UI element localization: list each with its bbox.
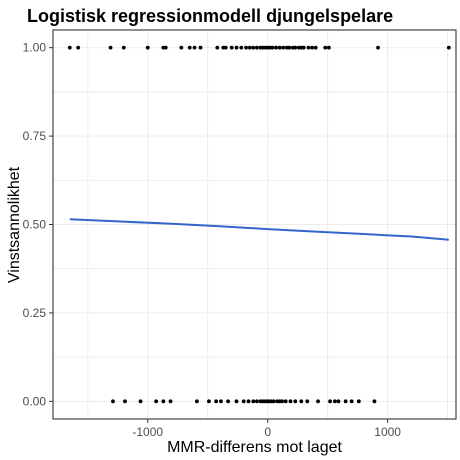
y-tick-label: 0.75 [23, 129, 47, 143]
data-point [277, 45, 282, 50]
data-point [293, 399, 298, 404]
data-point [161, 399, 166, 404]
data-points-layer [67, 45, 451, 404]
data-point [301, 45, 306, 50]
data-point [215, 45, 220, 50]
data-point [254, 399, 259, 404]
data-point [328, 399, 332, 404]
data-point [121, 45, 126, 50]
data-point [145, 45, 150, 50]
data-point [293, 45, 298, 50]
data-point [271, 399, 276, 404]
data-point [226, 399, 231, 404]
data-point [154, 399, 159, 404]
data-point [168, 399, 173, 404]
data-point [234, 399, 239, 404]
data-point [306, 45, 311, 50]
data-point [283, 399, 288, 404]
data-point [372, 399, 377, 404]
x-tick-label: 0 [264, 425, 271, 439]
data-point [241, 399, 246, 404]
data-point [305, 399, 310, 404]
data-point [274, 45, 278, 50]
y-tick-label: 1.00 [23, 41, 47, 55]
data-point [219, 399, 223, 404]
data-point [326, 45, 331, 50]
data-point [246, 399, 251, 404]
data-point [195, 399, 199, 404]
data-point [270, 45, 275, 50]
data-point [247, 45, 252, 50]
y-tick-label: 0.00 [23, 394, 47, 408]
x-axis-label: MMR-differens mot laget [167, 439, 342, 456]
data-point [349, 399, 354, 404]
data-point [234, 45, 239, 50]
data-point [254, 45, 259, 50]
data-point [299, 399, 304, 404]
data-point [108, 45, 113, 50]
data-point [214, 399, 219, 404]
data-point [207, 399, 211, 404]
data-point [239, 45, 244, 50]
y-tick-label: 0.50 [23, 218, 47, 232]
x-tick-label: 1000 [374, 425, 401, 439]
y-tick-label: 0.25 [23, 306, 47, 320]
data-point [179, 45, 184, 50]
grid-lines [53, 30, 456, 419]
data-point [244, 45, 249, 50]
data-point [67, 45, 72, 50]
x-tick-label: -1000 [132, 425, 163, 439]
axis-ticks: -1000 0 1000 0.00 0.25 0.50 0.75 1.00 [23, 41, 402, 439]
data-point [138, 399, 143, 404]
data-point [288, 399, 293, 404]
data-point [198, 45, 203, 50]
data-point [316, 399, 320, 404]
data-point [192, 45, 197, 50]
data-point [76, 45, 81, 50]
data-point [187, 45, 192, 50]
data-point [251, 399, 256, 404]
data-point [223, 45, 228, 50]
data-point [343, 399, 348, 404]
data-point [229, 45, 234, 50]
regression-curve-layer [69, 218, 449, 241]
data-point [163, 45, 168, 50]
data-point [251, 45, 256, 50]
data-point [280, 399, 284, 404]
regression-line [69, 218, 449, 241]
data-point [123, 399, 127, 404]
data-point [446, 45, 451, 50]
data-point [336, 399, 341, 404]
chart-title: Logistisk regressionmodell djungelspelar… [27, 6, 393, 26]
data-point [281, 45, 286, 50]
data-point [310, 45, 314, 50]
data-point [287, 45, 292, 50]
data-point [313, 45, 318, 50]
data-point [356, 399, 361, 404]
data-point [323, 45, 328, 50]
data-point [332, 399, 337, 404]
y-axis-label: Vinstsannolikhet [6, 166, 23, 283]
data-point [376, 45, 380, 50]
data-point [111, 399, 115, 404]
